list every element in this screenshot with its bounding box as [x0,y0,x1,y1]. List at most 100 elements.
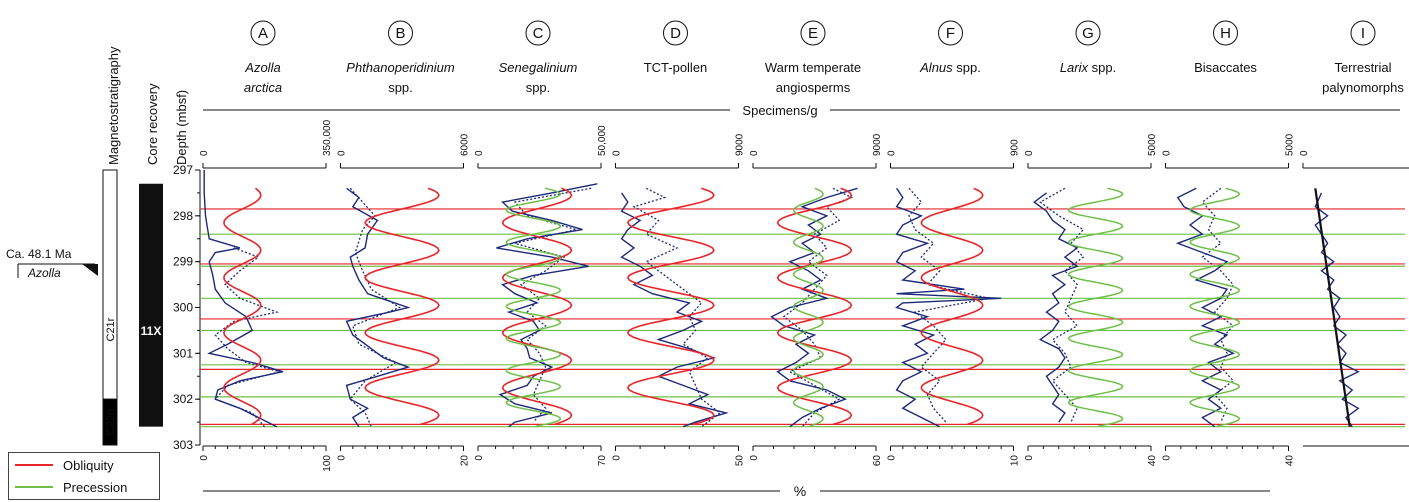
panel-title-part: Phthanoperidinium [346,60,455,75]
bottom-tick-label: 0 [199,455,210,461]
precession-curve [505,187,562,427]
bottom-tick-label: 0 [612,455,623,461]
bottom-tick-label: 10 [1010,455,1021,467]
dotted-series [1039,187,1085,423]
panel-title: Phthanoperidinium [346,60,455,75]
top-tick-label: 0 [1024,150,1035,156]
panel-title-part: spp. [953,60,981,75]
left-columns: Magnetostratigraphy Core recovery Depth (m… [6,46,201,452]
panel-title-part: Larix [1060,60,1089,75]
panel-title-line2: palynomorphs [1322,80,1404,95]
panel-title-part: TCT-pollen [644,60,708,75]
bottom-tick-label: 50 [735,455,746,467]
top-axis-caption: Specimens/g [742,103,817,118]
panel-title-line2: spp. [388,80,413,95]
bottom-tick-label: 0 [1162,455,1173,461]
panel-i: ITerrestrialpalynomorphs030,000 [1299,20,1409,447]
dotted-series [782,187,854,428]
core-recovery-label: Core recovery [145,83,160,165]
panel-c: C Senegalinium spp. 0 50,000 0 70 [474,20,608,467]
panel-letter: F [946,25,955,42]
obliquity-curve [626,187,715,426]
legend-label-obliquity: Obliquity [63,457,114,473]
top-tick-label: 50,000 [597,125,608,156]
dotted-series [908,187,990,423]
panel-letter-circle [525,20,551,46]
bottom-caption-bg [780,480,820,498]
core-bar [139,183,163,427]
obliquity-curve [776,187,853,426]
depth-label: Depth (mbsf) [174,90,189,165]
chron-label-c22n: C22n [105,409,117,435]
bottom-tick-label: 60 [872,455,883,467]
panel-title: Alnus spp. [919,60,981,75]
precession-swatch [15,486,53,488]
obliquity-curve [501,187,573,426]
panel-title-line2: spp. [526,80,551,95]
bottom-tick-label: 40 [1147,455,1158,467]
panel-title-line2-part: palynomorphs [1322,80,1404,95]
panel-letter-circle [1213,20,1238,46]
legend: Obliquity Precession [8,452,160,500]
panel-title-line2-part: spp. [388,80,413,95]
panel-letter: H [1220,25,1231,42]
legend-label-precession: Precession [63,479,128,495]
obliquity-curve [223,187,262,426]
magnetostratigraphy-label: Magnetostratigraphy [106,46,121,165]
panel-letter: D [670,25,681,42]
solid-series [1033,192,1079,423]
top-tick-label: 0 [887,150,898,156]
panel-letter-circle [663,20,688,46]
bottom-tick-label: 0 [474,455,485,461]
depth-tick-label: 297 [173,163,193,177]
panel-letter: B [395,25,405,42]
trend-line [1314,188,1351,427]
top-tick-label: 0 [1299,150,1310,156]
panel-letter-circle [1350,20,1376,46]
depth-tick-label: 301 [173,346,193,360]
solid-series [620,192,729,428]
solid-series [203,170,284,428]
obliquity-swatch [15,464,53,466]
panel-e: E Warm temperate angiosperms 0 9000 0 60 [749,20,883,467]
panel-h: H Bisaccates 0 5000 0 40 [1162,20,1296,467]
panel-b: B Phthanoperidinium spp. 0 6000 0 20 [337,20,471,466]
bottom-tick-label: 40 [1285,455,1296,467]
panel-a: A Azolla arctica 0 350,000 0 100 [199,20,333,472]
core-label: 11X [141,324,162,338]
panel-title-part: Azolla [244,60,280,75]
panel-title: Warm temperate [765,60,861,75]
panel-title-part: Terrestrial [1334,60,1391,75]
panel-letter-circle [938,20,963,46]
panel-letter: A [258,25,268,42]
cycle-lines [200,208,1405,428]
precession-curve [1189,187,1241,427]
depth-tick-label: 302 [173,392,193,406]
legend-item-precession: Precession [15,477,127,497]
panel-title: Bisaccates [1194,60,1257,75]
panel-title: Senegalinium [499,60,578,75]
top-tick-label: 5000 [1147,133,1158,156]
bottom-tick-label: 0 [749,455,760,461]
panel-title: Terrestrial [1334,60,1391,75]
panel-letter-circle [1075,20,1101,46]
panel-letter-circle [250,20,276,46]
bottom-tick-label: 100 [322,455,333,472]
axis-captions: Specimens/g% [203,102,1400,499]
bottom-tick-label: 70 [597,455,608,467]
panel-title-line2-part: arctica [244,80,282,95]
dotted-series [513,187,592,423]
legend-item-obliquity: Obliquity [15,455,114,475]
panel-title-line2-part: angiosperms [776,80,851,95]
top-tick-label: 0 [474,150,485,156]
top-tick-label: 9000 [872,133,883,156]
solid-series [496,183,598,428]
panel-title-part: Bisaccates [1194,60,1257,75]
depth-tick-label: 300 [173,301,193,315]
panel-letter: G [1082,25,1094,42]
top-tick-label: 0 [749,150,760,156]
chron-c21r [102,169,118,400]
panel-title: Larix spp. [1060,60,1116,75]
